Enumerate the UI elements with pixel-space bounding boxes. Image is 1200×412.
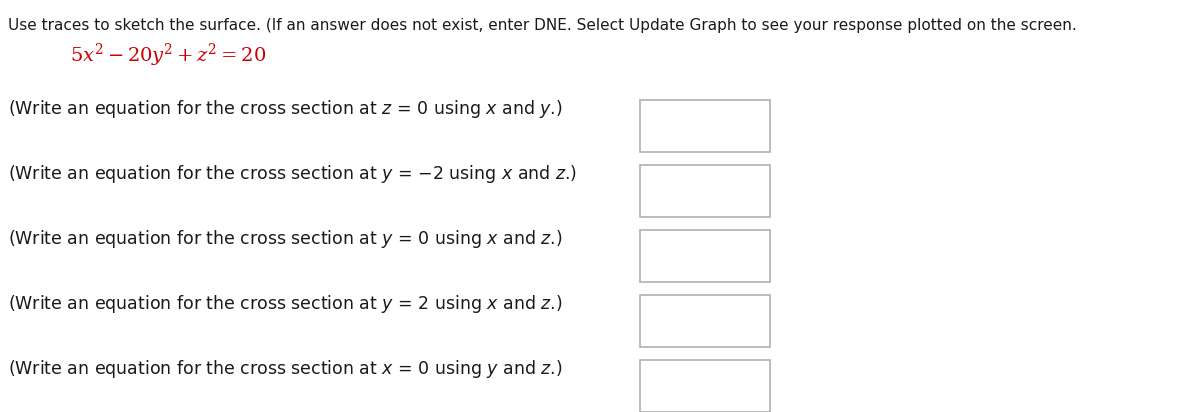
Text: (Write an equation for the cross section at $y$ = 0 using $x$ and $z$.): (Write an equation for the cross section… [8, 228, 563, 250]
FancyBboxPatch shape [640, 100, 770, 152]
Text: (Write an equation for the cross section at $x$ = 0 using $y$ and $z$.): (Write an equation for the cross section… [8, 358, 563, 380]
Text: $5x^2 - 20y^2 + z^2 = 20$: $5x^2 - 20y^2 + z^2 = 20$ [70, 42, 266, 69]
FancyBboxPatch shape [640, 360, 770, 412]
Text: (Write an equation for the cross section at $y$ = −2 using $x$ and $z$.): (Write an equation for the cross section… [8, 163, 577, 185]
FancyBboxPatch shape [640, 230, 770, 282]
FancyBboxPatch shape [640, 295, 770, 347]
Text: Use traces to sketch the surface. (If an answer does not exist, enter DNE. Selec: Use traces to sketch the surface. (If an… [8, 18, 1076, 33]
FancyBboxPatch shape [640, 165, 770, 217]
Text: (Write an equation for the cross section at $z$ = 0 using $x$ and $y$.): (Write an equation for the cross section… [8, 98, 563, 120]
Text: (Write an equation for the cross section at $y$ = 2 using $x$ and $z$.): (Write an equation for the cross section… [8, 293, 563, 315]
